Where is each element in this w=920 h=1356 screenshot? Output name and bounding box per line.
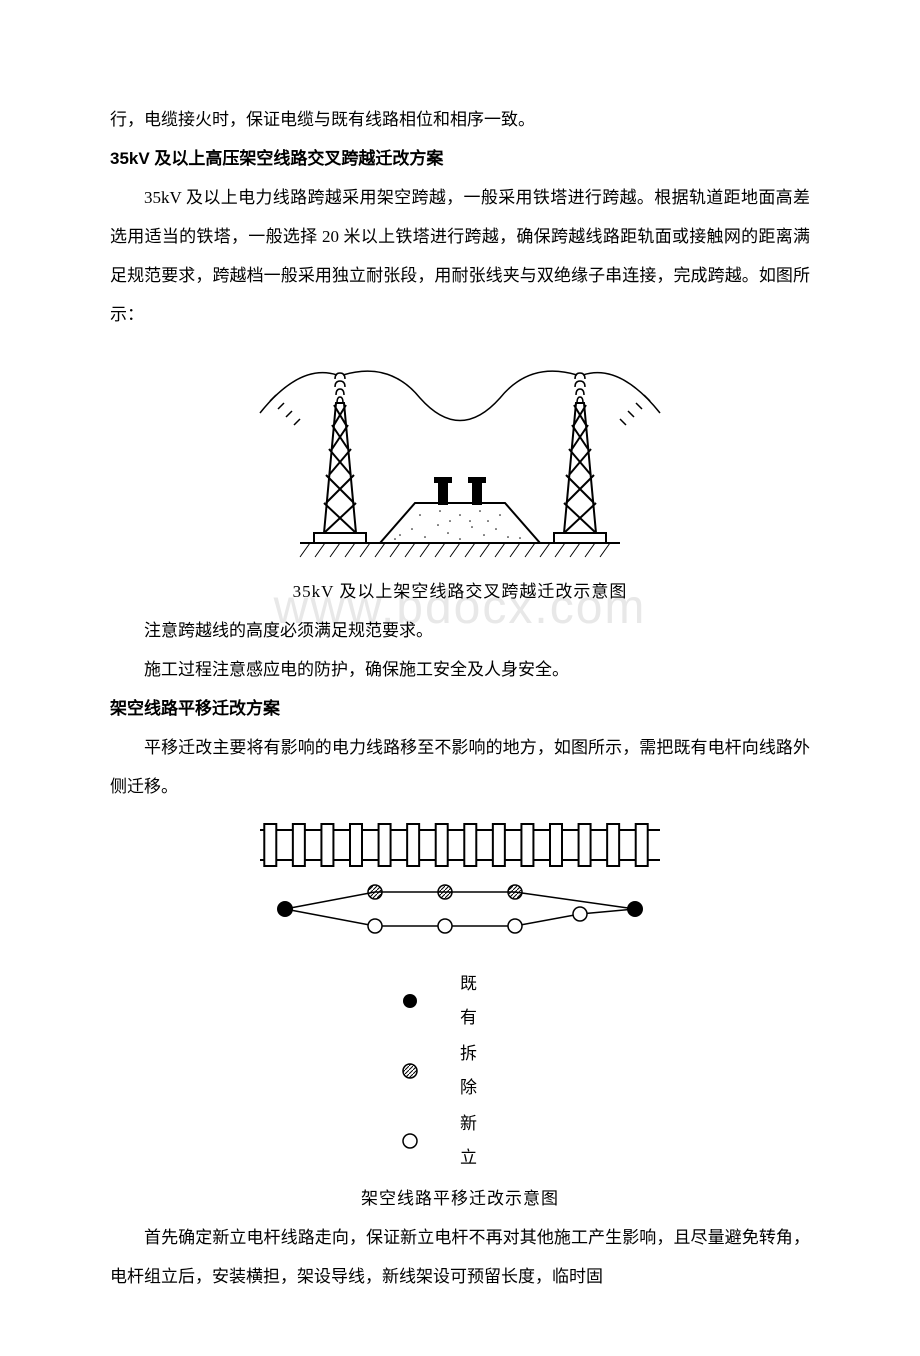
- paragraph-parallel-desc: 平移迁改主要将有影响的电力线路移至不影响的地方，如图所示，需把既有电杆向线路外侧…: [110, 728, 810, 806]
- legend-symbol-remove-icon: [400, 1061, 420, 1081]
- legend-row-new: 新 立: [110, 1107, 810, 1175]
- legend-symbol-new-icon: [400, 1131, 420, 1151]
- legend-label-remove: 拆 除: [460, 1037, 520, 1105]
- legend-symbol-existing-icon: [400, 991, 420, 1011]
- figure2-legend: 既 有 拆 除 新 立: [110, 967, 810, 1175]
- legend-label-existing: 既 有: [460, 967, 520, 1035]
- paragraph-35kv-desc: 35kV 及以上电力线路跨越采用架空跨越，一般采用铁塔进行跨越。根据轨道距地面高…: [110, 178, 810, 334]
- paragraph-procedure: 首先确定新立电杆线路走向，保证新立电杆不再对其他施工产生影响，且尽量避免转角，电…: [110, 1218, 810, 1296]
- figure1-caption: 35kV 及以上架空线路交叉跨越迁改示意图: [110, 572, 810, 611]
- heading-parallel-move: 架空线路平移迁改方案: [110, 689, 810, 728]
- document-content: 行，电缆接火时，保证电缆与既有线路相位和相序一致。 35kV 及以上高压架空线路…: [110, 100, 810, 1296]
- legend-row-existing: 既 有: [110, 967, 810, 1035]
- paragraph-continuation: 行，电缆接火时，保证电缆与既有线路相位和相序一致。: [110, 100, 810, 139]
- paragraph-note-height: 注意跨越线的高度必须满足规范要求。: [110, 611, 810, 650]
- figure-parallel-move: [110, 814, 810, 959]
- paragraph-note-safety: 施工过程注意感应电的防护，确保施工安全及人身安全。: [110, 650, 810, 689]
- legend-row-remove: 拆 除: [110, 1037, 810, 1105]
- heading-35kv: 35kV 及以上高压架空线路交叉跨越迁改方案: [110, 139, 810, 178]
- figure-tower-crossing: [110, 343, 810, 568]
- figure2-caption: 架空线路平移迁改示意图: [110, 1179, 810, 1218]
- legend-label-new: 新 立: [460, 1107, 520, 1175]
